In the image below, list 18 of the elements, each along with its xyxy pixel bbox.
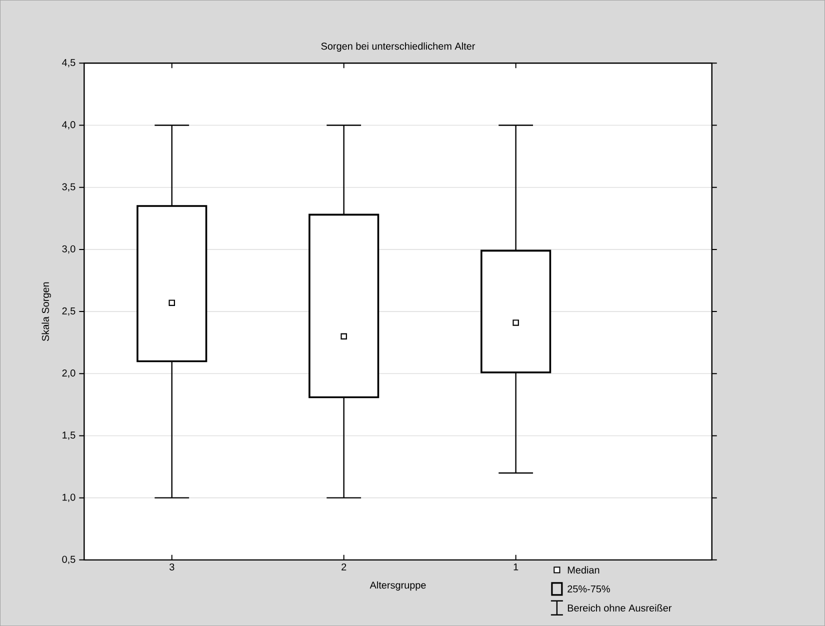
y-tick-label: 1,5	[62, 432, 76, 440]
x-tick-label: 3	[169, 563, 174, 570]
y-tick-label: 1,0	[62, 494, 76, 502]
x-axis-title: Altersgruppe	[370, 581, 426, 591]
y-tick-label: 3,5	[62, 183, 76, 192]
y-tick-label: 4,0	[62, 121, 76, 130]
chart-title: Sorgen bei unterschiedlichem Alter	[321, 42, 476, 52]
y-tick-label: 2,5	[62, 307, 76, 316]
y-tick-label: 3,0	[62, 245, 76, 254]
y-axis-title: Skala Sorgen	[42, 282, 51, 341]
text: Median	[568, 566, 600, 574]
y-tick-label: 4,5	[62, 59, 76, 68]
x-tick-label: 2	[342, 563, 346, 570]
x-tick-label: 1	[514, 563, 518, 570]
y-tick-label: 2,0	[62, 369, 76, 378]
y-tick-label: 0,5	[62, 556, 76, 564]
text: Bereich ohne Ausreißer	[568, 604, 672, 612]
text: 25%-75%	[568, 585, 610, 592]
